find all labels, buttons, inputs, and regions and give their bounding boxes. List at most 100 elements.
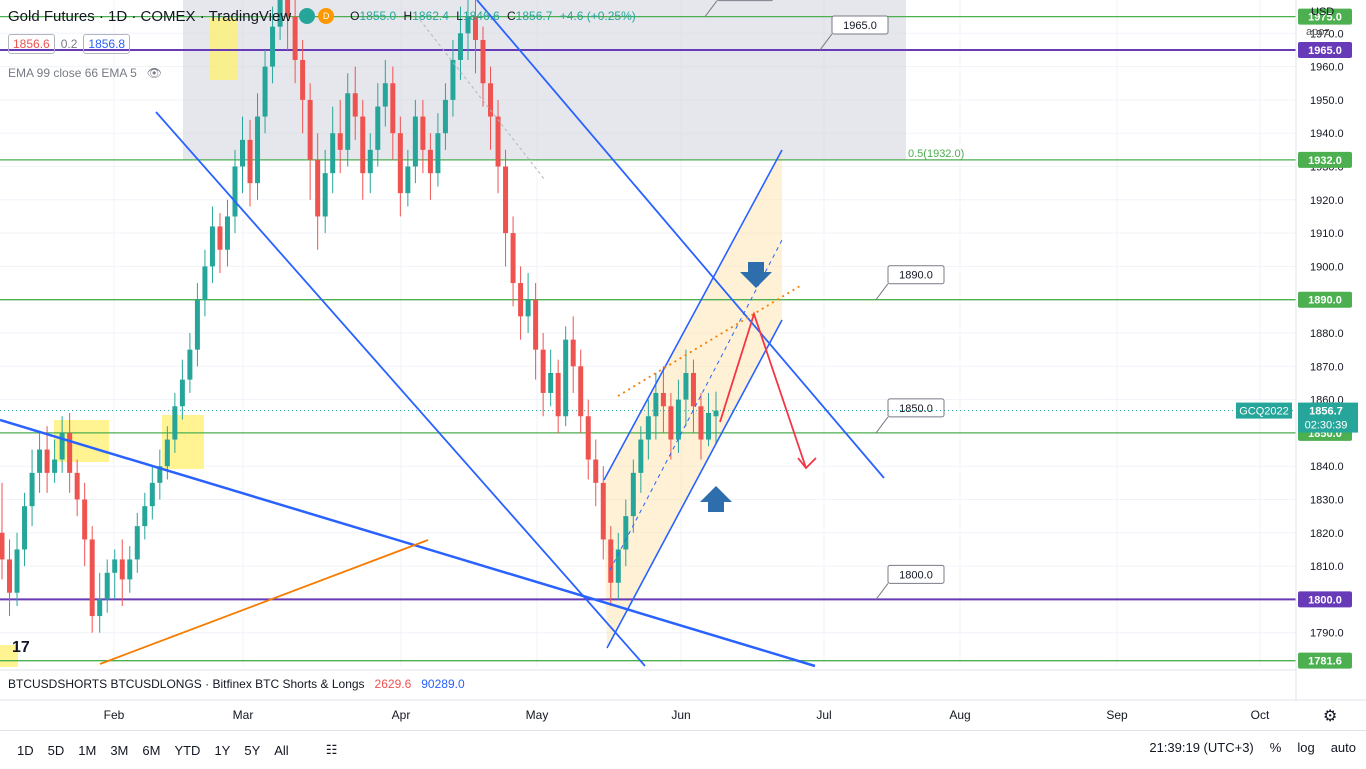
candle-body [52, 459, 58, 473]
candle-body [457, 33, 463, 60]
price-axis[interactable]: 1790.01800.01810.01820.01830.01840.01850… [1236, 0, 1366, 700]
projection-arrowhead [797, 457, 817, 470]
channel-upper [603, 149, 783, 481]
ask-button[interactable]: 1856.8 [83, 34, 131, 54]
timeframe-1y[interactable]: 1Y [214, 742, 231, 758]
callout-leader [704, 0, 718, 17]
candle-body [97, 599, 103, 617]
x-tick-label: Aug [949, 708, 970, 722]
auto-toggle[interactable]: auto [1330, 740, 1356, 755]
chart-canvas[interactable]: 1975.0 1965.0 0.5(1932.0) 1890.0 1850.0 1800.… [0, 0, 1366, 730]
subpanel-name[interactable]: BTCUSDSHORTS BTCUSDLONGS · Bitfinex BTC … [8, 677, 365, 691]
candle-body [645, 416, 651, 440]
candle-body [525, 299, 531, 317]
y-tick-label: 1820.0 [1310, 528, 1344, 540]
candle-body [660, 392, 666, 407]
candle-body [262, 66, 268, 117]
candle-body [623, 516, 629, 550]
fib-label: 0.5(1932.0) [908, 148, 964, 160]
timeframe-1d[interactable]: 1D [17, 742, 34, 758]
candle-body [435, 133, 441, 174]
candle-body [134, 526, 140, 560]
timeframe-1m[interactable]: 1M [78, 742, 97, 758]
subpanel-value-1: 2629.6 [374, 677, 412, 691]
symbol-title[interactable]: Gold Futures · 1D · COMEX · TradingView [8, 7, 292, 25]
timeframe-5d[interactable]: 5D [47, 742, 65, 758]
symbol-tag-bg [1236, 402, 1292, 419]
timeframe-3m[interactable]: 3M [110, 742, 129, 758]
candle-body [563, 339, 569, 417]
level-tag-label: 1932.0 [1308, 155, 1342, 167]
candle-body [585, 416, 591, 460]
candle-body [202, 266, 208, 300]
timeframe-all[interactable]: All [274, 742, 289, 758]
candle-body [44, 449, 50, 473]
candle-body [488, 83, 494, 117]
timeframe-6m[interactable]: 6M [142, 742, 161, 758]
callout-leader [875, 283, 889, 301]
candle-body [698, 406, 704, 440]
clock[interactable]: 21:39:19 (UTC+3) [1149, 740, 1254, 755]
subpanel-value-2: 90289.0 [421, 677, 465, 691]
symbol-tag: GCQ2022 [1239, 406, 1289, 418]
indicator-legend: EMA 99 close 66 EMA 5 👁︎ [8, 66, 162, 80]
time-axis[interactable]: Feb Mar Apr May Jun Jul Aug Sep Oct ⚙ [0, 669, 1366, 725]
countdown-label: 02:30:39 [1305, 420, 1348, 432]
candle-body [345, 93, 351, 150]
level-tag [1298, 8, 1352, 25]
candle-body [255, 116, 261, 184]
indicator-label[interactable]: EMA 99 close 66 EMA 5 [8, 66, 137, 80]
candle-body [209, 226, 215, 267]
candle-body [405, 166, 411, 194]
chart-header: Gold Futures · 1D · COMEX · TradingView … [8, 6, 640, 26]
level-tag [1298, 591, 1352, 608]
bid-button[interactable]: 1856.6 [8, 34, 55, 54]
candle-body [67, 432, 73, 473]
candle-body [157, 466, 163, 483]
candle-body [247, 139, 253, 184]
log-toggle[interactable]: log [1297, 740, 1315, 755]
level-tag-label: 1781.6 [1308, 656, 1342, 668]
candle-body [367, 149, 373, 174]
scale-name[interactable]: apoz [1306, 26, 1330, 38]
y-tick-label: 1840.0 [1310, 461, 1344, 473]
candle-body [224, 216, 230, 250]
candle-body [337, 133, 343, 150]
candle-body [615, 549, 621, 583]
candle-body [240, 139, 246, 167]
candle-body [713, 410, 719, 417]
btc-longs-shorts-legend: BTCUSDSHORTS BTCUSDLONGS · Bitfinex BTC … [8, 677, 465, 691]
candle-body [510, 233, 516, 284]
candle-body [142, 506, 148, 527]
currency-select[interactable]: USD [1311, 6, 1335, 18]
callout-box [887, 564, 945, 584]
timeframe-ytd[interactable]: YTD [174, 742, 201, 758]
arrow-down-icon [740, 262, 772, 288]
timeframe-5y[interactable]: 5Y [244, 742, 261, 758]
x-tick-label: Sep [1106, 708, 1128, 722]
last-price-tag-bg [1298, 402, 1358, 433]
x-tick-label: May [526, 708, 549, 722]
candle-body [119, 559, 125, 580]
level-tag-label: 1975.0 [1308, 12, 1342, 24]
candle-body [630, 472, 636, 517]
candle-body [172, 406, 178, 440]
percent-toggle[interactable]: % [1269, 740, 1282, 755]
level-tag [1298, 151, 1352, 168]
candle-body [427, 149, 433, 174]
candle-body [548, 372, 554, 393]
callout-box [716, 0, 774, 2]
callout-box [831, 15, 889, 35]
candle-body [638, 439, 644, 473]
candle-body [390, 83, 396, 134]
gear-icon[interactable]: ⚙ [1323, 706, 1337, 725]
downtrend-line [0, 418, 816, 668]
date-range-icon[interactable]: ☷ [325, 742, 338, 757]
tradingview-logo: 17 [12, 639, 30, 656]
eye-hidden-icon[interactable]: 👁︎ [146, 66, 162, 80]
candle-body [292, 16, 298, 60]
candle-body [472, 16, 478, 40]
badge-d: D [318, 8, 335, 24]
candle-body [270, 26, 276, 67]
candle-body [503, 166, 509, 234]
